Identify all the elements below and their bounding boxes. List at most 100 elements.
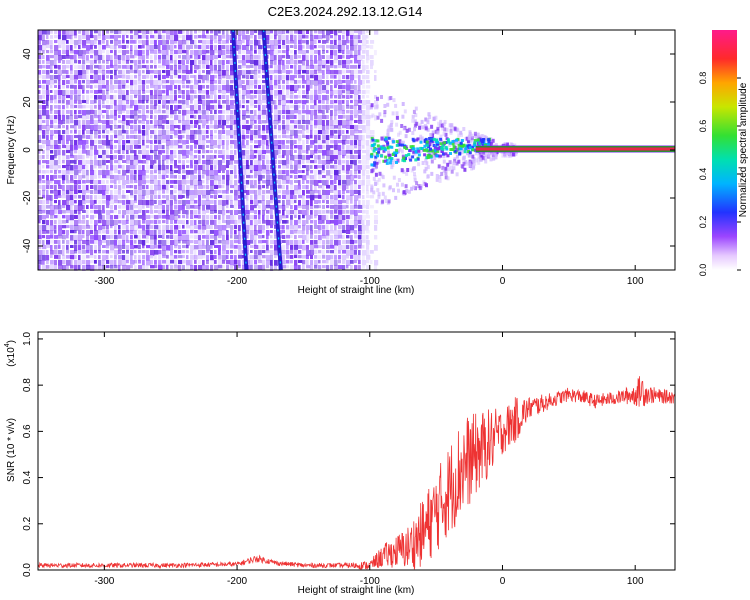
noise-cell <box>262 110 267 115</box>
noise-cell <box>290 120 295 124</box>
noise-cell <box>362 160 367 165</box>
noise-cell <box>142 220 146 224</box>
noise-cell <box>298 215 301 220</box>
noise-cell <box>206 45 210 49</box>
noise-cell <box>94 135 98 139</box>
noise-cell <box>202 225 207 230</box>
noise-cell <box>258 155 262 161</box>
noise-cell <box>230 250 233 254</box>
noise-cell <box>98 255 101 260</box>
noise-cell <box>298 50 303 54</box>
noise-cell <box>230 105 234 109</box>
noise-cell <box>70 155 75 159</box>
noise-cell <box>74 235 79 241</box>
noise-cell <box>234 45 239 51</box>
signal-cell <box>395 140 399 144</box>
noise-cell <box>122 95 126 101</box>
noise-cell <box>174 85 178 90</box>
noise-cell <box>250 200 254 205</box>
noise-cell <box>258 140 262 146</box>
noise-cell <box>182 215 186 219</box>
noise-cell <box>166 185 169 191</box>
noise-cell <box>326 150 330 156</box>
noise-cell <box>250 205 254 211</box>
noise-cell <box>182 245 186 249</box>
noise-cell <box>366 140 370 146</box>
transition-cell <box>424 117 428 122</box>
noise-cell <box>194 110 198 114</box>
noise-cell <box>254 265 258 270</box>
spectrogram-x-ticks: -300 -200 -100 0 100 <box>94 30 644 287</box>
noise-cell <box>310 185 313 191</box>
noise-cell <box>154 60 157 65</box>
noise-cell <box>338 35 341 41</box>
noise-cell <box>90 120 94 125</box>
noise-cell <box>350 260 354 264</box>
noise-cell <box>358 50 361 56</box>
noise-cell <box>362 65 366 71</box>
noise-cell <box>282 150 286 156</box>
noise-cell <box>178 140 182 144</box>
noise-cell <box>226 50 230 55</box>
noise-cell <box>222 30 225 35</box>
noise-cell <box>194 80 199 85</box>
noise-cell <box>330 130 334 136</box>
noise-cell <box>138 70 142 76</box>
noise-cell <box>158 135 162 140</box>
signal-cell <box>371 138 375 142</box>
noise-cell <box>86 185 89 191</box>
noise-cell <box>110 40 114 44</box>
transition-cell <box>375 199 379 204</box>
signal-cell <box>429 149 433 153</box>
noise-cell <box>250 235 254 240</box>
noise-cell <box>250 105 254 109</box>
noise-cell <box>130 260 135 265</box>
noise-cell <box>174 175 177 179</box>
noise-cell <box>62 235 66 240</box>
noise-cell <box>182 130 186 134</box>
transition-cell <box>468 163 472 168</box>
noise-cell <box>358 250 361 256</box>
noise-cell <box>274 150 279 156</box>
noise-cell <box>350 50 353 56</box>
noise-cell <box>178 60 182 65</box>
noise-cell <box>58 30 61 36</box>
noise-cell <box>66 210 71 214</box>
noise-cell <box>346 175 351 180</box>
noise-cell <box>138 80 143 85</box>
noise-cell <box>42 50 45 54</box>
noise-cell <box>286 255 290 259</box>
noise-cell <box>262 120 267 124</box>
noise-cell <box>302 130 305 135</box>
noise-cell <box>102 180 105 184</box>
noise-cell <box>218 195 223 198</box>
signal-cell <box>458 147 462 151</box>
colorbar: 0.00.20.40.60.8 Normalized spectral ampl… <box>698 30 749 276</box>
noise-cell <box>126 45 129 49</box>
noise-cell <box>226 230 229 235</box>
noise-cell <box>266 30 271 35</box>
signal-cell <box>478 142 482 146</box>
noise-cell <box>170 150 174 155</box>
noise-cell <box>206 95 210 99</box>
noise-cell <box>50 195 53 201</box>
noise-cell <box>326 230 330 236</box>
noise-cell <box>146 80 150 84</box>
noise-cell <box>198 265 203 271</box>
noise-cell <box>330 210 334 215</box>
noise-cell <box>114 215 119 220</box>
noise-cell <box>114 250 119 255</box>
noise-cell <box>286 185 289 190</box>
noise-cell <box>118 150 121 154</box>
noise-cell <box>222 90 226 95</box>
noise-cell <box>70 140 74 146</box>
noise-cell <box>266 245 269 251</box>
noise-cell <box>202 245 207 249</box>
noise-cell <box>282 155 285 159</box>
noise-cell <box>286 230 291 236</box>
y-tick-label: 0.0 <box>22 563 33 577</box>
noise-cell <box>366 215 370 219</box>
noise-cell <box>350 75 355 81</box>
noise-cell <box>166 115 169 119</box>
noise-cell <box>242 105 245 109</box>
